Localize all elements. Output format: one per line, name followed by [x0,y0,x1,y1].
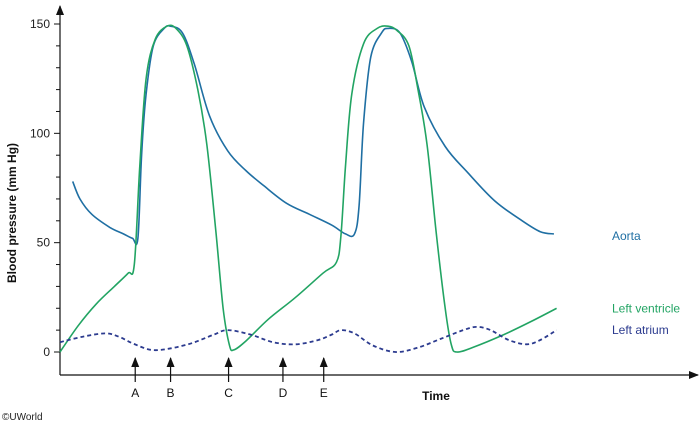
marker-label-a: A [131,386,139,400]
y-axis-title: Blood pressure (mm Hg) [5,143,19,283]
axes: 0 50 100 150 [30,5,699,379]
series-label-aorta: Aorta [612,229,641,243]
labels-layer: A B C D E [131,357,328,400]
y-tick-label: 0 [43,345,50,359]
marker-label-e: E [320,386,328,400]
y-tick-label: 50 [37,236,51,250]
series-label-left-ventricle: Left ventricle [612,301,680,315]
series-left-ventricle-line [59,24,557,353]
series-aorta-line [71,24,555,246]
series-layer: Aorta Left ventricle Left atrium [59,24,680,353]
marker-label-d: D [279,386,288,400]
y-tick-label: 100 [30,126,50,140]
y-tick-label: 150 [30,17,50,31]
x-axis-title: Time [422,389,450,403]
series-label-left-atrium: Left atrium [612,323,669,337]
series-left-atrium-line [59,325,558,353]
marker-label-b: B [167,386,175,400]
copyright-text: ©UWorld [2,412,43,423]
marker-label-c: C [224,386,233,400]
